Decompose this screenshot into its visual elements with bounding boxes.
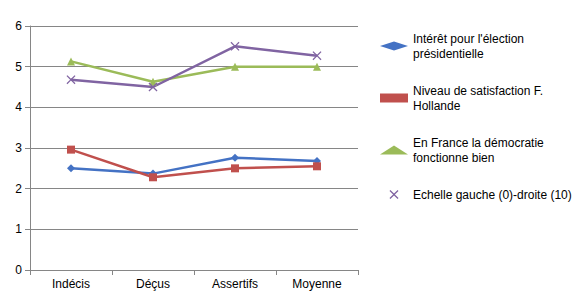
svg-text:1: 1	[15, 222, 22, 236]
svg-text:présidentielle: présidentielle	[413, 47, 484, 61]
svg-text:0: 0	[15, 263, 22, 277]
svg-text:3: 3	[15, 141, 22, 155]
svg-text:Moyenne: Moyenne	[292, 277, 342, 291]
svg-text:Assertifs: Assertifs	[212, 277, 258, 291]
svg-text:6: 6	[15, 19, 22, 33]
svg-text:fonctionne bien: fonctionne bien	[413, 151, 494, 165]
svg-text:4: 4	[15, 100, 22, 114]
svg-text:Indécis: Indécis	[52, 277, 90, 291]
svg-text:Hollande: Hollande	[413, 99, 461, 113]
svg-text:Echelle gauche (0)-droite (10): Echelle gauche (0)-droite (10)	[413, 188, 572, 202]
svg-text:Intérêt pour l'élection: Intérêt pour l'élection	[413, 32, 527, 46]
svg-text:5: 5	[15, 60, 22, 74]
svg-text:Niveau de satisfaction F.: Niveau de satisfaction F.	[413, 84, 546, 98]
svg-text:Déçus: Déçus	[136, 277, 170, 291]
svg-text:En France la démocratie: En France la démocratie	[413, 136, 547, 150]
svg-text:2: 2	[15, 182, 22, 196]
